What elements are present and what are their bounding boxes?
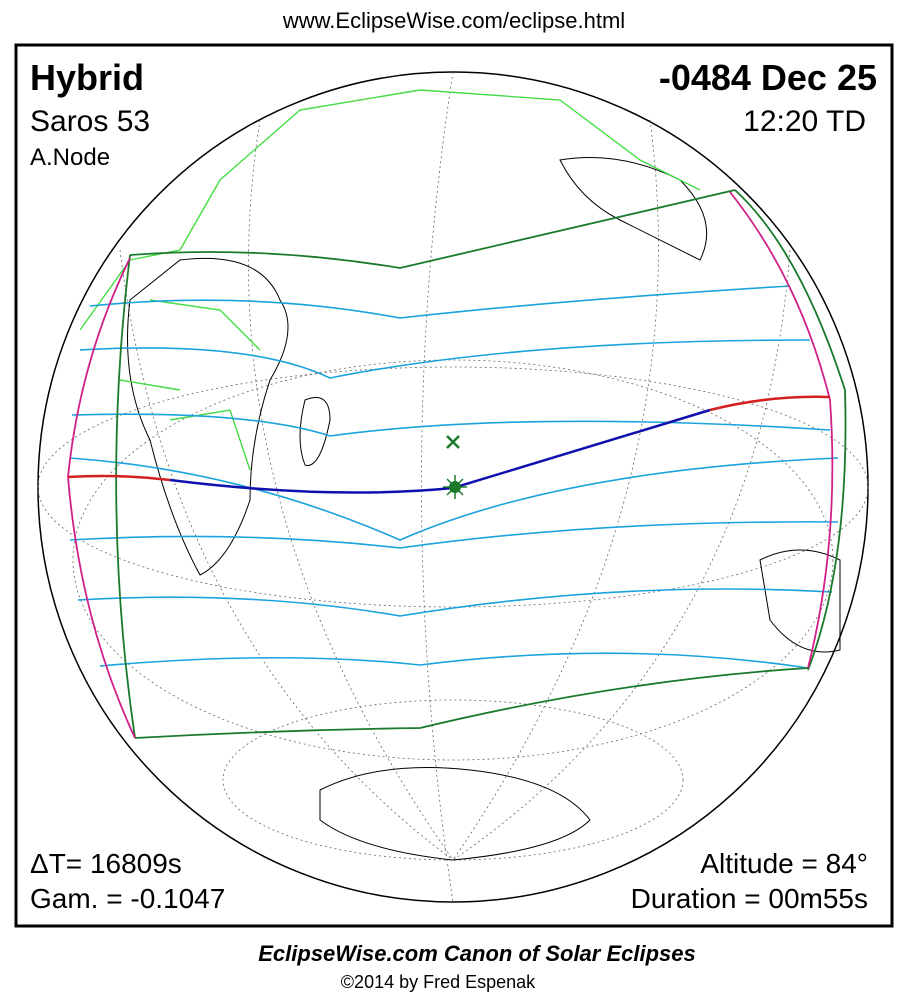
delta-t: ΔT= 16809s <box>30 848 182 879</box>
eclipse-type: Hybrid <box>30 57 144 98</box>
url: www.EclipseWise.com/eclipse.html <box>282 8 625 33</box>
altitude: Altitude = 84° <box>700 848 868 879</box>
footer-title: EclipseWise.com Canon of Solar Eclipses <box>258 941 696 966</box>
gamma: Gam. = -0.1047 <box>30 883 225 914</box>
saros: Saros 53 <box>30 105 150 138</box>
date: -0484 Dec 25 <box>659 57 877 98</box>
copyright: ©2014 by Fred Espenak <box>341 972 536 992</box>
node: A.Node <box>30 144 110 171</box>
duration: Duration = 00m55s <box>631 883 868 914</box>
time: 12:20 TD <box>743 105 866 138</box>
globe <box>37 71 869 903</box>
